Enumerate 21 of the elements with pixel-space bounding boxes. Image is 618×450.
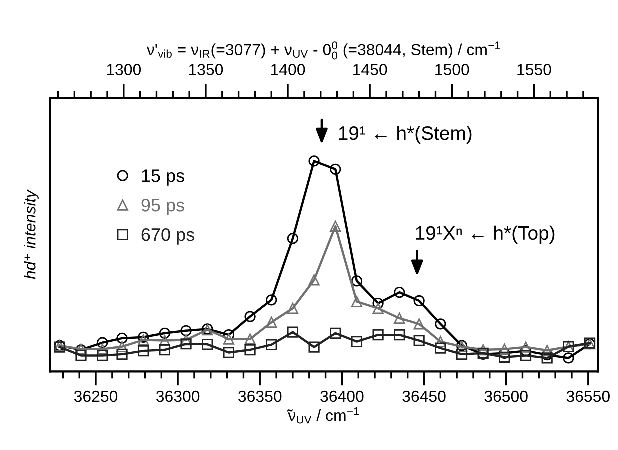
x2-tick-label: 1550: [518, 64, 552, 76]
annotation: 19¹Xⁿ ← h*(Top): [416, 226, 555, 244]
y-axis-title: hd⁺ intensity: [24, 189, 39, 280]
x2-tick-label: 1350: [189, 64, 224, 76]
x-tick-label: 36250: [74, 390, 118, 402]
x2-tick-label: 1300: [107, 64, 142, 76]
x-tick-label: 36300: [156, 390, 200, 402]
legend-label: 670 ps: [142, 228, 194, 245]
x2-tick-label: 1400: [271, 64, 306, 76]
x-tick-label: 36450: [402, 390, 446, 402]
x2-tick-label: 1450: [354, 64, 388, 76]
x2-tick-label: 1500: [436, 64, 470, 76]
x-tick-label: 36500: [484, 390, 528, 402]
text: 19¹ ← h*(Stem): [339, 126, 472, 144]
legend-label: 95 ps: [142, 199, 184, 216]
chart-title: ν'$_{vib}$ = ν$_{IR}$(=3077) + ν$_{UV}$ - 0$^{0}$$_{0}$ (=38044, Stem) / cm$^{−1}$: [146, 42, 500, 60]
legend-label: 15 ps: [142, 170, 184, 186]
x-tick-label: 36350: [238, 390, 282, 402]
x-tick-label: 36400: [320, 390, 364, 402]
x-axis-title: ν̃$_{UV}$ / cm$^{−1}$: [287, 408, 360, 424]
x-tick-label: 36550: [566, 390, 610, 402]
